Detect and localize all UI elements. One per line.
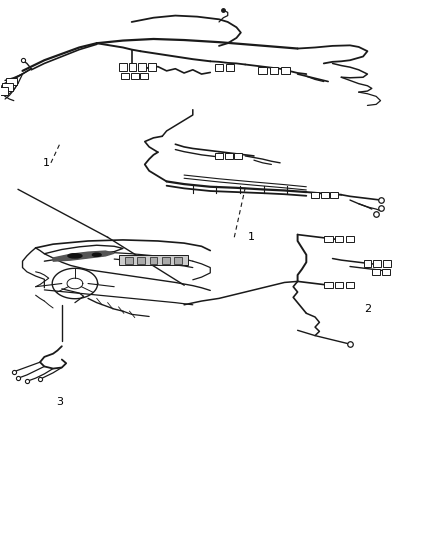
Text: 2: 2 — [364, 304, 371, 314]
Bar — [225, 153, 233, 159]
Bar — [129, 63, 137, 71]
Bar — [215, 153, 223, 159]
Bar — [383, 260, 391, 266]
Bar — [119, 63, 127, 71]
Polygon shape — [53, 251, 114, 261]
Bar — [162, 257, 170, 264]
Bar — [2, 83, 13, 91]
Bar — [141, 73, 148, 79]
Text: 1: 1 — [43, 158, 50, 168]
Bar — [335, 236, 343, 242]
Bar — [226, 63, 234, 70]
Bar — [281, 67, 290, 74]
Ellipse shape — [92, 253, 101, 256]
Bar — [234, 153, 242, 159]
Bar — [324, 282, 332, 288]
Bar — [330, 192, 338, 198]
Bar — [131, 73, 139, 79]
Bar — [382, 269, 390, 275]
Bar — [125, 257, 133, 264]
Bar — [364, 260, 371, 266]
Bar — [6, 78, 17, 85]
Bar — [138, 63, 146, 71]
Bar — [150, 257, 157, 264]
Text: 3: 3 — [56, 397, 63, 407]
Bar — [174, 257, 182, 264]
Bar — [138, 257, 145, 264]
Bar — [121, 73, 129, 79]
Bar — [373, 260, 381, 266]
Bar — [346, 282, 354, 288]
Text: 1: 1 — [248, 232, 255, 243]
Bar — [324, 236, 332, 242]
Bar — [119, 255, 188, 265]
Ellipse shape — [68, 254, 82, 258]
Bar — [148, 63, 155, 71]
Bar — [335, 282, 343, 288]
Bar — [215, 63, 223, 70]
Bar — [311, 192, 319, 198]
Bar — [0, 87, 8, 95]
Bar — [372, 269, 380, 275]
Bar — [346, 236, 354, 242]
Bar — [321, 192, 328, 198]
Bar — [258, 67, 267, 74]
Bar — [270, 67, 279, 74]
